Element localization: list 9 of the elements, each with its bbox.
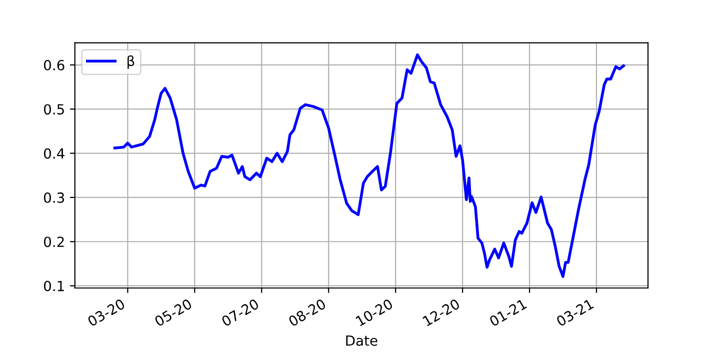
y-tick-label: 0.4: [44, 148, 64, 159]
line-series: [113, 53, 625, 278]
y-tick-label: 0.3: [44, 192, 64, 203]
y-tick-label: 0.2: [44, 236, 64, 248]
legend-label: β: [128, 55, 134, 69]
x-axis-title: Date: [346, 336, 378, 346]
y-tick-label: 0.5: [44, 104, 64, 115]
y-tick-label: 0.1: [44, 280, 64, 292]
y-tick-label: 0.6: [44, 60, 64, 70]
